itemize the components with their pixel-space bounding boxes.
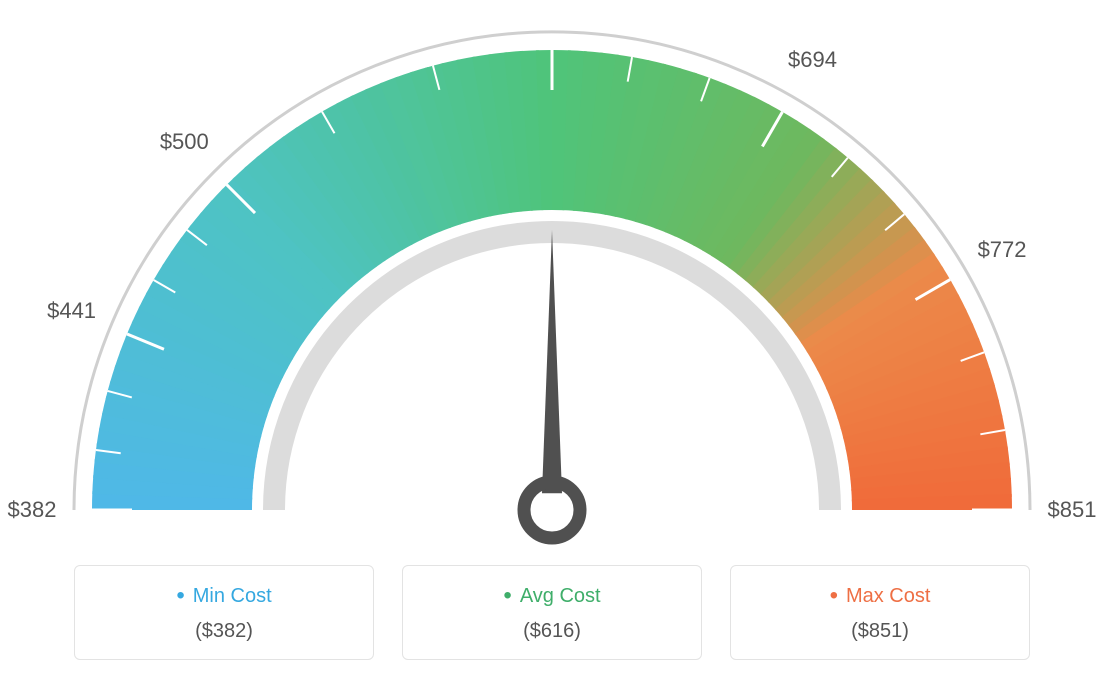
legend-max-value: ($851) [731, 620, 1029, 643]
gauge-scale-label: $382 [8, 497, 57, 523]
gauge-scale-label: $851 [1048, 497, 1097, 523]
gauge-scale-label: $500 [160, 129, 209, 155]
legend-row: Min Cost ($382) Avg Cost ($616) Max Cost… [0, 565, 1104, 660]
gauge-scale-label: $616 [528, 0, 577, 3]
legend-min-value: ($382) [75, 620, 373, 643]
gauge-scale-label: $694 [788, 47, 837, 73]
legend-max-label: Max Cost [731, 582, 1029, 610]
legend-card-min: Min Cost ($382) [74, 565, 374, 660]
gauge-needle [542, 230, 562, 493]
gauge-svg [0, 0, 1104, 560]
gauge-scale-label: $772 [978, 237, 1027, 263]
legend-card-avg: Avg Cost ($616) [402, 565, 702, 660]
legend-avg-label: Avg Cost [403, 582, 701, 610]
gauge-chart: $382 $441 $500 $616 $694 $772 $851 [0, 0, 1104, 560]
legend-card-max: Max Cost ($851) [730, 565, 1030, 660]
gauge-scale-label: $441 [47, 298, 96, 324]
legend-avg-value: ($616) [403, 620, 701, 643]
legend-min-label: Min Cost [75, 582, 373, 610]
